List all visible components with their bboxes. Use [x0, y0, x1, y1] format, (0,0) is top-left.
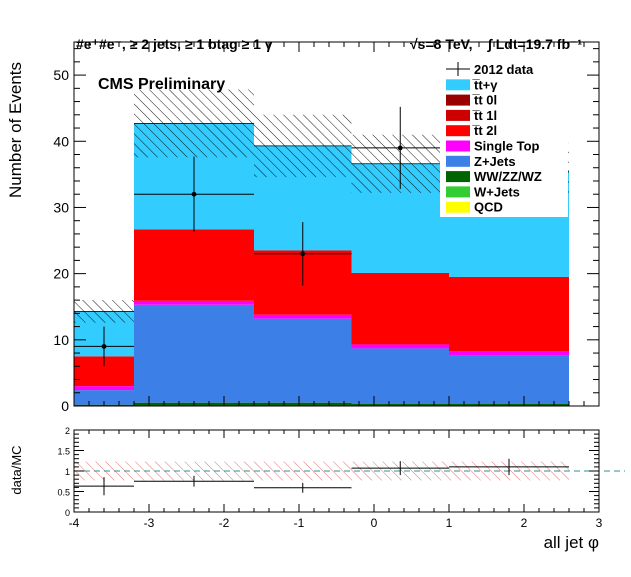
stack-bar-segment — [351, 404, 449, 406]
x-tick-label: 1 — [446, 516, 453, 530]
x-tick-label: -1 — [294, 516, 305, 530]
header-lumi: ∫ Ldt=19.7 fb⁻¹ — [487, 36, 582, 53]
y-tick-label: 30 — [53, 199, 69, 215]
legend-label: t̅t+γ — [472, 77, 498, 92]
legend-label: t̅t 0l — [472, 93, 497, 108]
data-point — [191, 191, 197, 197]
stack-bar-segment — [449, 355, 569, 405]
ratio-y-tick-label: 2 — [65, 426, 70, 436]
header-energy: √s=8 TeV, — [410, 36, 473, 52]
legend-label: 2012 data — [474, 62, 534, 77]
stack-bar-segment — [449, 351, 569, 356]
header-left: #e⁺#e⁻, ≥ 2 jets, ≥ 1 btag ≥ 1 γ — [76, 36, 273, 52]
legend-label: Single Top — [474, 139, 540, 154]
data-point — [300, 251, 306, 257]
stack-bar-segment — [134, 229, 254, 301]
ratio-y-tick-label: 0 — [65, 508, 70, 518]
stack-bar-segment — [351, 272, 449, 345]
y-tick-label: 20 — [53, 266, 69, 282]
x-tick-label: -3 — [144, 516, 155, 530]
data-point — [101, 344, 107, 349]
legend-label: WW/ZZ/WZ — [474, 169, 542, 184]
y-axis-label: Number of Events — [6, 62, 25, 198]
ratio-y-tick-label: 0.5 — [57, 488, 70, 498]
legend-swatch — [446, 79, 470, 91]
stack-bar-segment — [254, 402, 352, 406]
stack-bar-segment — [254, 314, 352, 319]
ratio-y-axis-label: data/MC — [9, 445, 24, 494]
legend-label: Z+Jets — [474, 154, 516, 169]
legend-swatch — [446, 171, 470, 183]
x-tick-label: -4 — [69, 516, 80, 530]
x-tick-label: 2 — [521, 516, 528, 530]
stack-bar-segment — [74, 386, 134, 391]
legend-swatch — [446, 94, 470, 106]
legend-swatch — [446, 125, 470, 137]
legend-swatch — [446, 155, 470, 167]
legend-label: W+Jets — [474, 184, 520, 199]
legend-swatch — [446, 201, 470, 213]
stack-bar-segment — [134, 300, 254, 305]
x-tick-label: 0 — [371, 516, 378, 530]
stack-bar-segment — [134, 304, 254, 403]
stack-bar-segment — [351, 348, 449, 405]
y-tick-label: 0 — [61, 398, 69, 414]
stack-bar-segment — [351, 344, 449, 349]
legend-swatch — [446, 109, 470, 121]
legend-swatch — [446, 186, 470, 198]
y-tick-label: 50 — [53, 67, 69, 83]
y-tick-label: 40 — [53, 133, 69, 149]
cms-label: CMS Preliminary — [98, 76, 225, 93]
y-tick-label: 10 — [53, 332, 69, 348]
ratio-uncertainty-band — [254, 461, 352, 481]
x-tick-label: -2 — [219, 516, 230, 530]
ratio-y-tick-label: 1 — [65, 467, 70, 477]
stack-bar-segment — [254, 318, 352, 403]
main-plot-frame — [73, 41, 600, 407]
x-tick-label: 3 — [596, 516, 603, 530]
x-axis-label: all jet φ — [544, 533, 599, 552]
stack-bar-segment — [449, 276, 569, 352]
legend-swatch — [446, 140, 470, 152]
legend-label: QCD — [474, 200, 503, 215]
legend-label: t̅t 2l — [472, 123, 497, 138]
ratio-y-tick-label: 1.5 — [57, 447, 70, 457]
legend-label: t̅t 1l — [472, 108, 497, 123]
data-point — [397, 145, 403, 151]
